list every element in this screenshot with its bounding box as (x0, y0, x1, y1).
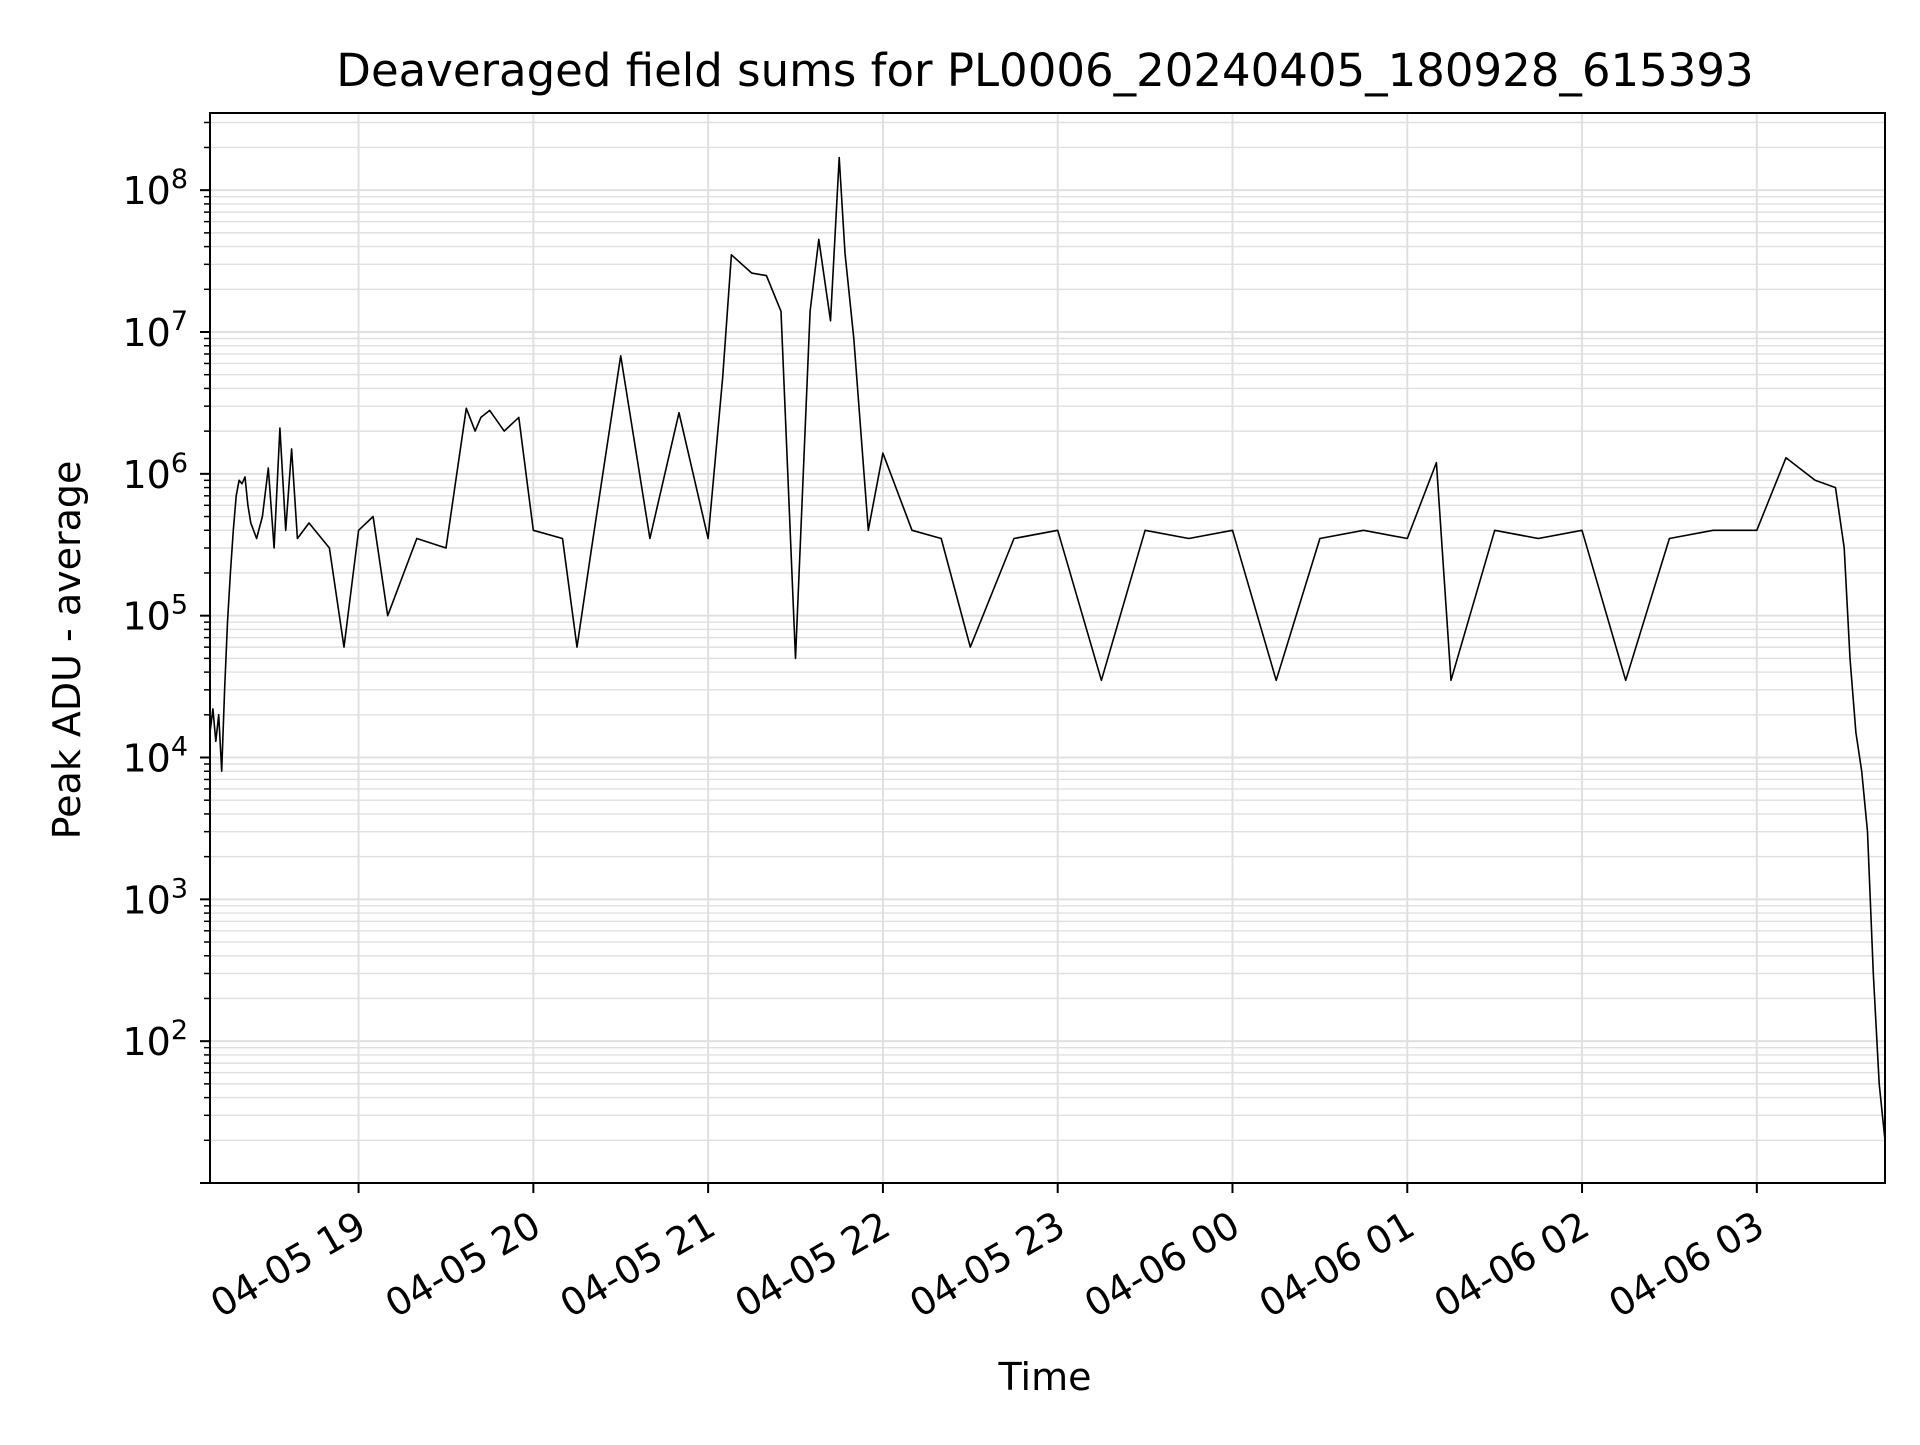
series-line-group (209, 156, 1886, 1141)
y-tick-label: 102 (122, 1015, 188, 1064)
y-axis-label: Peak ADU - average (45, 461, 89, 840)
y-tick-label: 108 (122, 164, 188, 213)
y-tick-label: 104 (122, 732, 188, 781)
y-tick-label: 103 (122, 873, 188, 922)
series-line (209, 156, 1886, 1141)
y-tick-label: 106 (122, 448, 188, 497)
x-axis-label: Time (998, 1355, 1092, 1399)
grid (210, 113, 1885, 1184)
y-tick-label: 107 (122, 306, 188, 355)
chart-title: Deaveraged field sums for PL0006_2024040… (336, 44, 1753, 97)
y-tick-label: 105 (122, 590, 188, 639)
plot-frame (209, 112, 1886, 1184)
